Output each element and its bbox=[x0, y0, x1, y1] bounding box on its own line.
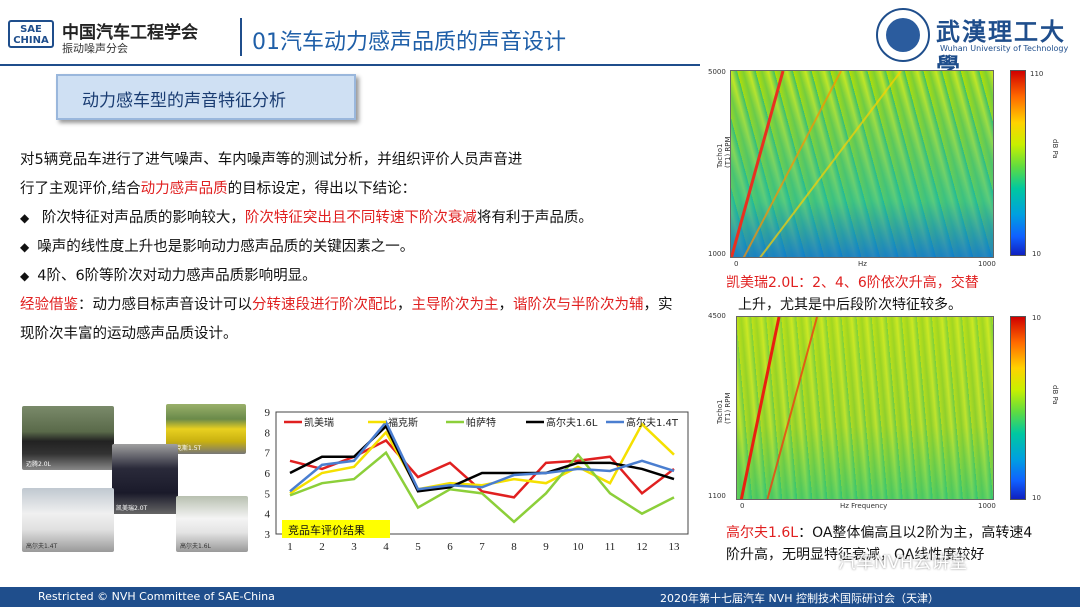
footer-copyright: Restricted © NVH Committee of SAE-China bbox=[38, 590, 275, 603]
slide-footer: Restricted © NVH Committee of SAE-China … bbox=[0, 587, 1080, 607]
intro-line-2: 行了主观评价,结合动力感声品质的目标设定，得出以下结论： bbox=[20, 181, 417, 197]
spectro2-colorbar bbox=[1010, 316, 1026, 500]
x-tick-label: 1 bbox=[287, 541, 293, 553]
spectro2-y-label: Tacho1 (T1) RPM bbox=[716, 392, 732, 424]
series-line-2 bbox=[289, 422, 675, 495]
spectro1-x-left: 0 bbox=[734, 260, 739, 268]
x-tick-label: 10 bbox=[573, 541, 585, 553]
legend-label-2: 福克斯 bbox=[388, 416, 418, 429]
spectro1-y-bottom: 1000 bbox=[708, 250, 726, 258]
bullet-2: 噪声的线性度上升也是影响动力感声品质的关键因素之一。 bbox=[20, 233, 680, 262]
series-line-3 bbox=[289, 450, 675, 524]
spectro2-x-label: Hz Frequency bbox=[840, 502, 888, 510]
annotation-box bbox=[282, 520, 390, 538]
y-tick-label: 6 bbox=[265, 468, 271, 480]
spectro2-cb-bottom: 10 bbox=[1032, 494, 1041, 502]
spectro1-y-top: 5000 bbox=[708, 68, 726, 76]
x-tick-label: 11 bbox=[605, 541, 616, 553]
slide-header: SAE CHINA 中国汽车工程学会 振动噪声分会 01汽车动力感声品质的声音设… bbox=[0, 0, 1080, 81]
car-photo-collage: 迈腾2.0L 福克斯1.5T 凯美瑞2.0T 高尔夫1.4T 高尔夫1.6L bbox=[22, 404, 248, 556]
spectro1-order-lines bbox=[731, 71, 902, 257]
spectro1-caption: 凯美瑞2.0L：2、4、6阶依次升高，交替 上升，尤其是中后段阶次特征较多。 bbox=[726, 275, 979, 313]
spectro1-x-right: 1000 bbox=[978, 260, 996, 268]
car-photo-3: 凯美瑞2.0T bbox=[112, 444, 178, 514]
plot-frame bbox=[275, 411, 689, 535]
y-tick-label: 9 bbox=[265, 407, 271, 419]
legend-label-3: 帕萨特 bbox=[466, 416, 496, 429]
annotation-label: 竞品车评价结果 bbox=[288, 523, 365, 537]
x-tick-label: 13 bbox=[669, 541, 681, 553]
org-subtitle: 振动噪声分会 bbox=[62, 42, 128, 55]
car-photo-4: 高尔夫1.4T bbox=[22, 488, 114, 552]
legend-label-4: 高尔夫1.6L bbox=[546, 416, 598, 429]
spectrogram-golf bbox=[736, 316, 994, 500]
header-divider bbox=[240, 18, 242, 56]
spectro2-order-lines bbox=[739, 317, 818, 499]
spectro2-x-right: 1000 bbox=[978, 502, 996, 510]
legend-label-1: 凯美瑞 bbox=[304, 416, 334, 429]
watermark: 汽车NVH云讲堂 bbox=[838, 552, 968, 573]
y-tick-label: 3 bbox=[265, 529, 271, 541]
series-line-5 bbox=[289, 419, 675, 493]
spectro2-cb-top: 10 bbox=[1032, 314, 1041, 322]
intro-line-1: 对5辆竞品车进行了进气噪声、车内噪声等的测试分析，并组织评价人员声音进 bbox=[20, 152, 523, 168]
body-text: 对5辆竞品车进行了进气噪声、车内噪声等的测试分析，并组织评价人员声音进 行了主观… bbox=[20, 146, 680, 349]
spectro1-x-label: Hz bbox=[858, 260, 867, 268]
x-tick-label: 7 bbox=[479, 541, 485, 553]
y-tick-label: 4 bbox=[265, 509, 271, 521]
x-tick-label: 9 bbox=[543, 541, 549, 553]
x-tick-label: 3 bbox=[351, 541, 357, 553]
section-title-box: 动力感车型的声音特征分析 bbox=[56, 74, 356, 120]
experience-paragraph: 经验借鉴：动力感目标声音设计可以分转速段进行阶次配比，主导阶次为主，谐阶次与半阶… bbox=[20, 297, 673, 342]
evaluation-line-chart: 3 4 5 6 7 8 9 1 2 3 4 5 6 7 8 9 10 11 12 13 凯美瑞 福克斯 帕萨特 高尔夫1.6L… bbox=[252, 400, 698, 560]
spectro2-x-left: 0 bbox=[740, 502, 745, 510]
spectro2-caption: 高尔夫1.6L：OA整体偏高且以2阶为主，高转速4 阶升高，无明显特征衰减，OA… bbox=[726, 525, 1033, 563]
x-tick-label: 12 bbox=[637, 541, 648, 553]
x-tick-label: 6 bbox=[447, 541, 453, 553]
spectro2-cb-unit: dB Pa bbox=[1051, 385, 1059, 405]
spectro1-cb-unit: dB Pa bbox=[1051, 139, 1059, 159]
y-tick-label: 8 bbox=[265, 427, 271, 439]
x-tick-label: 8 bbox=[511, 541, 517, 553]
spectro1-colorbar bbox=[1010, 70, 1026, 256]
org-name: 中国汽车工程学会 bbox=[62, 23, 198, 43]
x-tick-label: 5 bbox=[415, 541, 421, 553]
x-tick-label: 2 bbox=[319, 541, 325, 553]
header-rule bbox=[0, 64, 700, 66]
car-photo-2: 福克斯1.5T bbox=[166, 404, 246, 454]
bullet-3: 4阶、6阶等阶次对动力感声品质影响明显。 bbox=[20, 262, 680, 291]
car-photo-1: 迈腾2.0L bbox=[22, 406, 114, 470]
y-tick-label: 5 bbox=[265, 488, 271, 500]
car-photo-5: 高尔夫1.6L bbox=[176, 496, 248, 552]
spectrogram-camry bbox=[730, 70, 994, 258]
spectro2-y-bottom: 1100 bbox=[708, 492, 726, 500]
legend-label-5: 高尔夫1.4T bbox=[626, 416, 679, 429]
spectro1-cb-top: 110 bbox=[1030, 70, 1044, 78]
spectro2-y-top: 4500 bbox=[708, 312, 726, 320]
bullet-1: 阶次特征对声品质的影响较大，阶次特征突出且不同转速下阶次衰减将有利于声品质。 bbox=[20, 204, 680, 233]
y-tick-label: 7 bbox=[265, 448, 271, 460]
series-line-4 bbox=[289, 424, 675, 493]
spectro1-cb-bottom: 10 bbox=[1032, 250, 1041, 258]
slide-title: 01汽车动力感声品质的声音设计 bbox=[252, 30, 566, 55]
university-name-en: Wuhan University of Technology bbox=[940, 44, 1069, 53]
section-title: 动力感车型的声音特征分析 bbox=[82, 91, 286, 111]
footer-conference: 2020年第十七届汽车 NVH 控制技术国际研讨会（天津） bbox=[660, 592, 940, 605]
university-emblem-icon bbox=[876, 8, 930, 62]
sae-china-logo: SAE CHINA bbox=[8, 20, 54, 48]
x-tick-label: 4 bbox=[383, 541, 389, 553]
